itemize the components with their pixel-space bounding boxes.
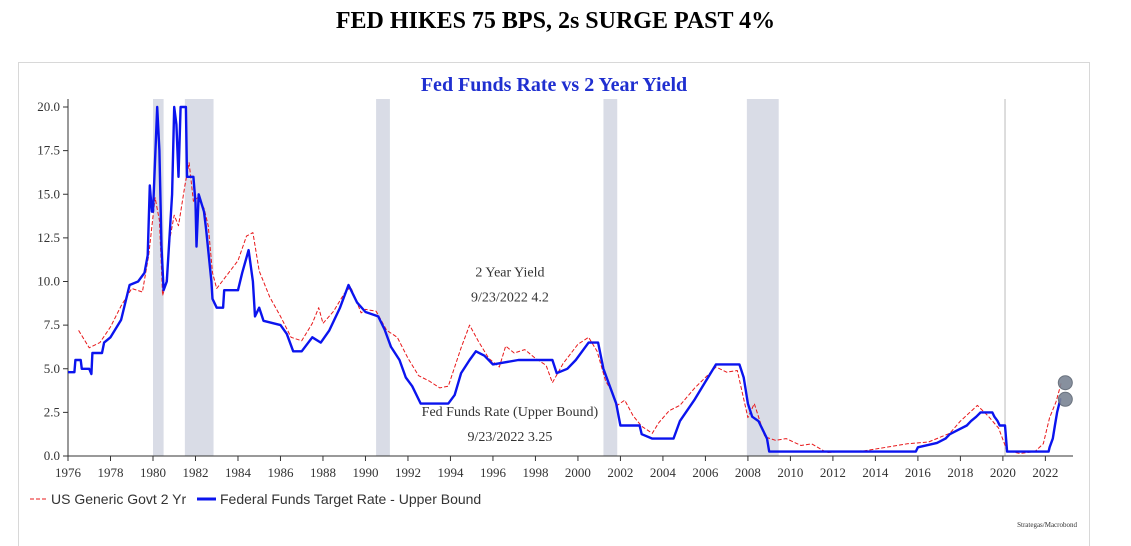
annotation-1-line-2: 9/23/2022 4.2: [471, 290, 549, 305]
x-tick-label: 2000: [565, 465, 591, 480]
end-marker-fed-funds: [1057, 391, 1073, 407]
x-tick-label: 1990: [352, 465, 378, 480]
y-tick-label: 5.0: [44, 361, 60, 376]
recession-band: [603, 99, 618, 456]
recession-bands: [152, 99, 1006, 456]
x-tick-label: 1996: [480, 465, 507, 480]
chart-title: Fed Funds Rate vs 2 Year Yield: [421, 74, 687, 96]
x-tick-label: 1980: [140, 465, 166, 480]
x-tick-label: 2002: [607, 465, 633, 480]
x-tick-label: 1988: [310, 465, 336, 480]
y-tick-label: 12.5: [37, 230, 60, 245]
x-tick-label: 1992: [395, 465, 421, 480]
end-marker-yield: [1057, 375, 1073, 391]
legend: US Generic Govt 2 Yr Federal Funds Target…: [30, 491, 481, 507]
x-tick-label: 2018: [947, 465, 973, 480]
chart-frame: [18, 62, 1090, 546]
source-credit: Strategas/Macrobond: [1017, 521, 1077, 529]
annotation-1-line-1: 2 Year Yield: [475, 265, 544, 280]
y-tick-label: 15.0: [37, 186, 60, 201]
x-tick-label: 2012: [820, 465, 846, 480]
x-tick-label: 1998: [522, 465, 548, 480]
y-tick-label: 0.0: [44, 448, 60, 463]
recession-band: [184, 99, 214, 456]
axes: 0.0 2.5 5.0 7.5 10.0 12.5 15.0 17.5 20.0 1976 1978…: [37, 99, 1073, 480]
y-tick-label: 17.5: [37, 143, 60, 158]
legend-label-fed-funds: Federal Funds Target Rate - Upper Bound: [220, 491, 481, 507]
recession-band: [152, 99, 164, 456]
x-tick-label: 2004: [650, 465, 677, 480]
x-tick-label: 1986: [267, 465, 294, 480]
end-markers: [1057, 375, 1073, 407]
x-tick-label: 2008: [735, 465, 761, 480]
x-tick-label: 2006: [692, 465, 719, 480]
recession-band: [376, 99, 390, 456]
x-tick-label: 2010: [777, 465, 803, 480]
recession-band: [746, 99, 779, 456]
y-tick-label: 7.5: [44, 317, 60, 332]
x-tick-label: 1994: [437, 465, 464, 480]
x-tick-label: 2020: [990, 465, 1016, 480]
x-tick-label: 2014: [862, 465, 889, 480]
x-tick-label: 1976: [55, 465, 82, 480]
y-tick-label: 20.0: [37, 99, 60, 114]
page-title: FED HIKES 75 BPS, 2s SURGE PAST 4%: [335, 8, 776, 34]
series-line-fed-funds-upper: [68, 105, 1062, 453]
series-lines: [68, 105, 1062, 454]
x-tick-label: 2022: [1032, 465, 1058, 480]
legend-label-us-2yr: US Generic Govt 2 Yr: [51, 491, 186, 507]
annotation-2-line-1: Fed Funds Rate (Upper Bound): [422, 405, 599, 420]
annotations: 2 Year Yield 9/23/2022 4.2 Fed Funds Rate …: [422, 265, 599, 445]
x-tick-label: 1978: [97, 465, 123, 480]
x-tick-label: 2016: [905, 465, 932, 480]
y-tick-label: 10.0: [37, 274, 60, 289]
series-line-us-2yr: [78, 162, 1062, 454]
x-tick-label: 1982: [182, 465, 208, 480]
y-tick-label: 2.5: [44, 404, 60, 419]
annotation-2-line-2: 9/23/2022 3.25: [468, 430, 553, 445]
x-tick-label: 1984: [225, 465, 252, 480]
